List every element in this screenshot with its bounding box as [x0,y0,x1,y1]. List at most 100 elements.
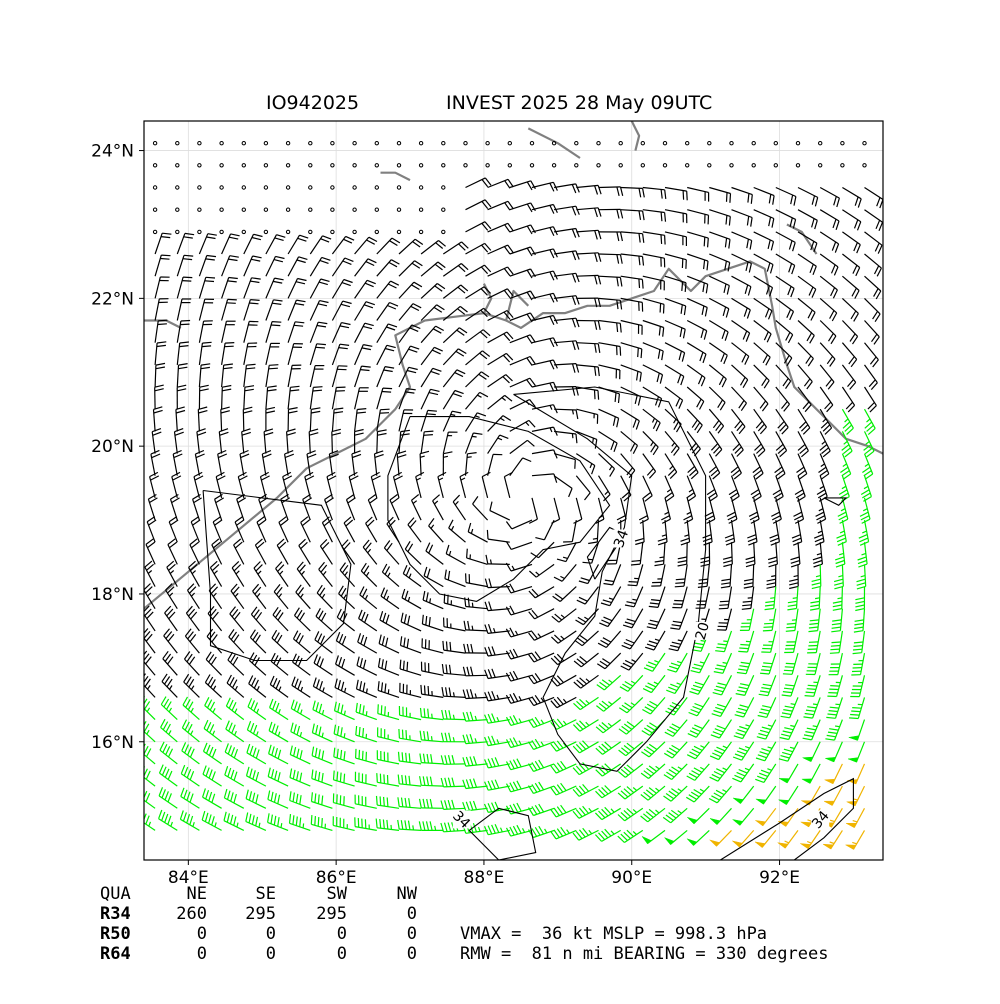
wind-barb [709,188,730,203]
wind-barb [628,564,643,585]
wind-barb [733,786,754,803]
wind-barb [310,366,324,387]
wind-barb [744,564,754,588]
wind-barb [442,733,466,742]
wind-barb [185,629,199,653]
wind-barb [332,280,352,299]
wind-barb [532,205,557,214]
wind-barb [709,431,722,456]
wind-barb [763,609,776,631]
calm-marker [353,164,356,167]
wind-barb [595,807,620,819]
wind-barb [333,793,354,808]
wind-barb [665,409,681,432]
wind-barb [529,587,554,598]
wind-barb [421,347,443,365]
wind-barb [643,210,666,222]
wind-barb [829,653,843,675]
wind-barb [554,296,579,305]
wind-barb [735,697,754,717]
wind-barb [191,517,200,543]
wind-barb [573,741,598,753]
wind-barb [442,664,465,675]
wind-barb [643,254,665,267]
wind-barb [820,188,839,208]
wind-barb [244,343,257,365]
coastline-segment [787,225,817,255]
wind-barb [310,279,329,298]
wind-barb [842,276,859,298]
wind-barb [152,429,161,454]
wind-barb [665,431,679,455]
wind-barb [588,520,598,543]
wind-barb [842,343,856,367]
calm-marker [176,208,179,211]
wind-barb [865,210,883,231]
calm-marker [486,164,489,167]
wind-barb [288,408,298,432]
wind-barb [155,233,171,254]
wind-barb [443,411,461,431]
contour-line [388,417,610,602]
wind-barb [644,653,665,671]
wind-barb [665,298,686,315]
wind-barb [842,298,858,321]
wind-barb [336,632,354,653]
wind-barb [398,797,421,808]
wind-barb [488,223,514,232]
calm-marker [819,164,822,167]
wind-barb [361,563,377,586]
wind-barb [665,254,686,269]
wind-barb [227,675,244,697]
wind-barb [755,764,776,783]
wind-barb [240,451,249,476]
wind-barb [332,387,345,409]
wind-barb [621,409,640,429]
wind-barb [141,651,155,675]
wind-barb [332,301,351,320]
wind-barb [340,563,355,587]
wind-barb [295,608,311,631]
wind-barb [266,300,283,321]
wind-barb [510,269,536,278]
calm-marker [619,142,622,145]
wind-barb [786,609,798,632]
r50-ne: 0 [147,924,207,944]
wind-barb [255,539,266,564]
wind-barb [529,760,555,771]
wind-barb [710,742,731,760]
wind-barb [754,365,770,388]
wind-barb [277,539,288,564]
wind-barb [266,322,281,343]
wind-barb [837,520,847,545]
wind-barb [781,697,798,717]
wind-barb [732,298,751,318]
wind-barb [163,651,178,675]
wind-barb [218,451,227,476]
wind-barb [597,653,620,669]
wind-barb [643,343,663,360]
wind-barb [576,321,600,330]
wind-barb [529,717,555,727]
wind-barb [619,697,643,712]
wind-barb [618,786,643,799]
wind-barb [199,299,214,320]
wind-barb [732,188,753,204]
wind-barb [707,476,717,502]
wind-barb [285,451,294,476]
wind-barb [506,671,532,681]
wind-barb [809,609,821,632]
wind-barb [710,808,732,824]
calm-marker [331,142,334,145]
wind-barb [780,720,798,740]
wind-barb [732,232,752,250]
wind-barb [709,387,725,410]
wind-barb [757,720,776,740]
wind-barb [226,721,244,742]
wind-barb [820,321,836,344]
wind-barb [532,182,557,191]
wind-barb [554,476,572,497]
wind-barb [604,564,621,585]
wind-barb [264,429,273,454]
calm-marker [286,186,289,189]
